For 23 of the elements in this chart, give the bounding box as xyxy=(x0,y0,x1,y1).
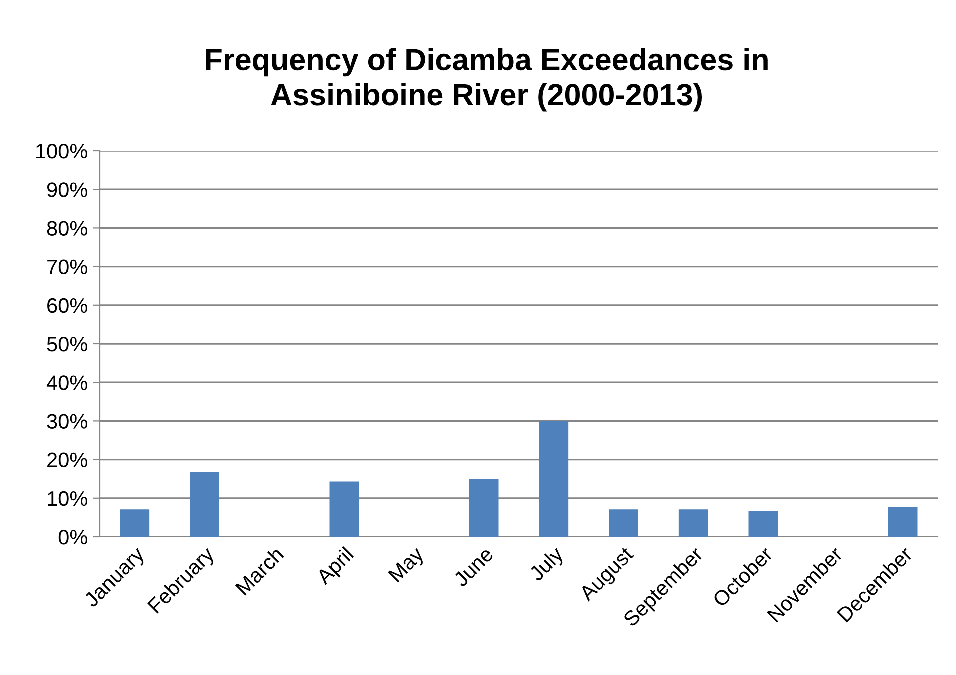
y-tick-label: 100% xyxy=(36,144,88,159)
bar xyxy=(888,507,918,537)
bar xyxy=(120,510,150,537)
bar xyxy=(678,510,708,537)
y-tick-label: 40% xyxy=(46,376,88,390)
bar xyxy=(748,511,778,537)
x-tick-label: May xyxy=(388,546,428,586)
y-tick-label: 10% xyxy=(48,491,88,506)
bar xyxy=(609,510,638,537)
y-tick-label: 0% xyxy=(58,530,88,545)
y-tick-label: 30% xyxy=(47,414,88,429)
y-tick-label: 90% xyxy=(47,182,88,198)
x-tick-label: July xyxy=(528,545,568,586)
y-tick-label: 70% xyxy=(48,260,88,275)
y-tick-label: 60% xyxy=(48,298,88,314)
y-tick-label: 20% xyxy=(48,452,88,468)
y-tick-label: 50% xyxy=(47,337,88,352)
y-tick-label: 80% xyxy=(47,221,88,236)
chart-title: Frequency of Dicamba Exceedances in Assiniboine River (2000-2013) xyxy=(206,48,768,112)
bar xyxy=(330,482,360,537)
bar xyxy=(190,472,220,537)
bar xyxy=(539,421,569,537)
bar xyxy=(469,479,499,537)
